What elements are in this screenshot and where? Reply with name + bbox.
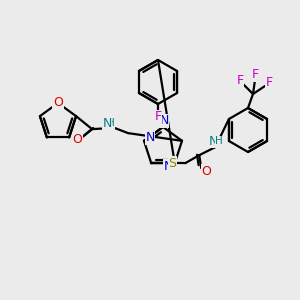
Text: N: N bbox=[145, 131, 155, 144]
Text: O: O bbox=[201, 165, 211, 178]
Text: O: O bbox=[53, 97, 63, 110]
Text: H: H bbox=[107, 118, 115, 128]
Text: O: O bbox=[72, 133, 82, 146]
Text: F: F bbox=[236, 74, 244, 86]
Text: N: N bbox=[164, 160, 173, 173]
Text: F: F bbox=[266, 76, 273, 88]
Text: H: H bbox=[215, 136, 223, 146]
Text: F: F bbox=[154, 110, 162, 124]
Text: N: N bbox=[159, 115, 169, 128]
Text: N: N bbox=[208, 135, 218, 148]
Text: S: S bbox=[168, 157, 176, 170]
Text: N: N bbox=[102, 117, 112, 130]
Text: F: F bbox=[251, 68, 259, 82]
